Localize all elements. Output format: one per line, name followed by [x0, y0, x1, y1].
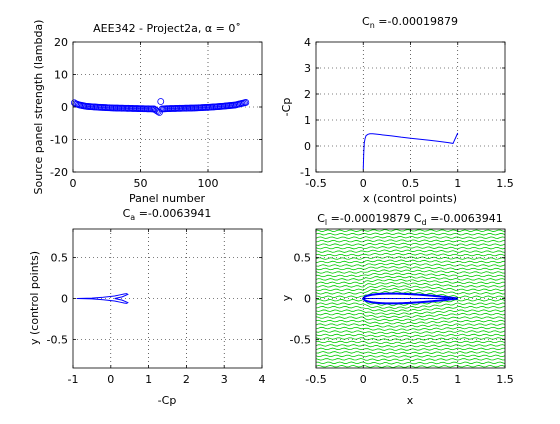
plot2-xlabel: x (control points) — [363, 192, 457, 205]
y-tick-label: -20 — [50, 166, 68, 179]
data-point — [242, 99, 250, 106]
plot1-title: AEE342 - Project2a, α = 0˚ — [93, 22, 241, 35]
streamline — [316, 302, 505, 309]
streamline — [316, 305, 505, 312]
y-tick-label: 0.5 — [51, 252, 69, 265]
streamline — [316, 285, 505, 292]
x-tick-label: 0.5 — [402, 373, 420, 386]
plot3-xlabel: -Cp — [158, 394, 177, 407]
x-tick-label: 3 — [221, 373, 228, 386]
plot-streamlines: -0.5 0 0.5 1 1.5 -0.5 0 0.5 Cl =-0.00019879 Cd … — [280, 212, 514, 407]
cp-surface-curve — [76, 298, 129, 304]
streamline — [316, 290, 505, 298]
streamline — [316, 269, 505, 274]
y-tick-label: -0.5 — [290, 333, 311, 346]
x-tick-label: 0 — [107, 373, 114, 386]
data-point — [157, 98, 165, 105]
y-tick-label: 3 — [304, 62, 311, 75]
y-tick-label: -0.5 — [47, 333, 68, 346]
plot-source-strength: 0 50 100 -20 -10 0 10 20 AEE342 - Project2a, α … — [32, 20, 263, 205]
y-tick-label: 1 — [304, 114, 311, 127]
streamline — [316, 337, 505, 341]
y-tick-label: -1 — [300, 166, 311, 179]
plot1-xlabel: Panel number — [129, 192, 206, 205]
x-tick-label: 0.5 — [402, 177, 420, 190]
streamline — [316, 249, 505, 253]
streamline — [316, 340, 505, 345]
streamline — [316, 281, 505, 288]
streamline — [316, 278, 505, 285]
streamline — [316, 354, 505, 358]
x-tick-label: 50 — [134, 177, 148, 190]
plot4-title: Cl =-0.00019879 Cd =-0.0063941 — [317, 212, 503, 227]
streamline — [316, 361, 505, 365]
plot-cp-vs-x: -0.5 0 0.5 1 1.5 -1 0 1 2 3 4 Cn =-0.00019879 x (c… — [280, 15, 514, 205]
streamline — [316, 316, 505, 322]
streamline — [316, 259, 505, 264]
plot2-ylabel: -Cp — [280, 98, 293, 117]
x-tick-label: 1 — [454, 177, 461, 190]
streamline — [316, 333, 505, 338]
x-tick-label: 0 — [70, 177, 77, 190]
plot2-title: Cn =-0.00019879 — [362, 15, 458, 30]
x-tick-label: 1 — [145, 373, 152, 386]
x-tick-label: 0 — [360, 373, 367, 386]
x-tick-label: 100 — [198, 177, 219, 190]
x-tick-label: 1 — [454, 373, 461, 386]
streamline — [316, 288, 505, 295]
streamline — [316, 358, 505, 362]
y-tick-label: 0 — [61, 293, 68, 306]
streamline — [316, 256, 505, 260]
plot3-title: Ca =-0.0063941 — [123, 207, 212, 222]
y-tick-label: 0 — [304, 293, 311, 306]
airfoil-upper-surface — [362, 293, 458, 299]
streamline — [316, 242, 505, 246]
streamline — [316, 246, 505, 250]
plot4-ylabel: y — [280, 294, 293, 301]
streamline — [316, 266, 505, 271]
x-tick-label: 1.5 — [496, 177, 514, 190]
streamline — [316, 239, 505, 243]
streamline — [316, 319, 505, 325]
x-tick-label: -0.5 — [305, 373, 326, 386]
plot3-ylabel: y (control points) — [28, 251, 41, 345]
y-tick-label: 0.5 — [294, 252, 312, 265]
plot-y-vs-cp: -1 0 1 2 3 4 -0.5 0 0.5 Ca =-0.0063941 -Cp y (co… — [28, 207, 266, 407]
x-tick-label: 1.5 — [496, 373, 514, 386]
x-tick-label: 4 — [259, 373, 266, 386]
x-tick-label: 0 — [360, 177, 367, 190]
streamline — [316, 235, 505, 239]
y-tick-label: 10 — [54, 69, 68, 82]
plot1-ylabel: Source panel strength (lambda) — [32, 20, 45, 195]
x-tick-label: -0.5 — [305, 177, 326, 190]
y-tick-label: 0 — [61, 101, 68, 114]
y-tick-label: 2 — [304, 88, 311, 101]
y-tick-label: -10 — [50, 134, 68, 147]
y-tick-label: 20 — [54, 36, 68, 49]
y-tick-label: 0 — [304, 140, 311, 153]
cp-curve — [362, 132, 459, 170]
cp-surface-curve — [76, 293, 129, 299]
streamline — [316, 262, 505, 267]
x-tick-label: 2 — [183, 373, 190, 386]
plot4-xlabel: x — [407, 394, 414, 407]
streamline — [316, 309, 505, 316]
y-tick-label: 4 — [304, 36, 311, 49]
streamline — [316, 275, 505, 281]
x-tick-label: -1 — [68, 373, 79, 386]
